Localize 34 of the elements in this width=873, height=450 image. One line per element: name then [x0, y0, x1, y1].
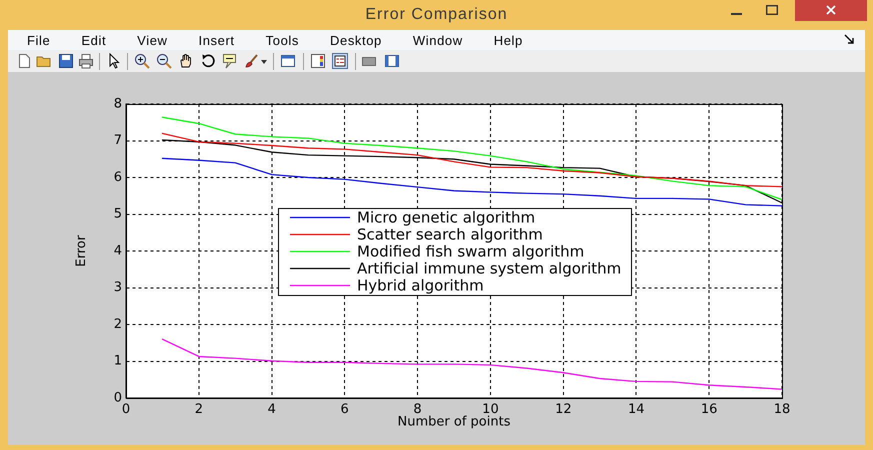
- x-tick-label: 18: [774, 402, 790, 418]
- y-tick-label: 7: [114, 133, 122, 148]
- x-tick-label: 4: [268, 402, 276, 418]
- legend-label: Modified fish swarm algorithm: [357, 242, 584, 260]
- y-axis-title: Error: [74, 234, 90, 267]
- y-tick-label: 2: [114, 316, 122, 332]
- x-tick-label: 12: [555, 402, 572, 418]
- text: File: [27, 32, 50, 48]
- x-tick-label: 10: [482, 402, 499, 418]
- y-tick-label: 5: [114, 206, 122, 222]
- text: Window: [412, 32, 463, 48]
- y-tick-label: 4: [114, 243, 122, 258]
- text: Tools: [266, 32, 299, 48]
- y-tick-label: 3: [114, 280, 122, 296]
- x-tick-label: 8: [413, 402, 422, 418]
- legend-label: Micro genetic algorithm: [357, 208, 536, 226]
- text: Edit: [81, 32, 106, 48]
- x-tick-label: 16: [700, 402, 718, 418]
- y-tick-label: 1: [114, 354, 122, 369]
- legend-label: Scatter search algorithm: [357, 225, 543, 244]
- x-axis-title: Number of points: [398, 414, 511, 430]
- chart-title: Error Comparison: [365, 6, 508, 24]
- y-tick-label: 6: [114, 170, 122, 185]
- text: Desktop: [330, 32, 382, 48]
- text: Insert: [198, 32, 235, 48]
- text: Help: [494, 32, 523, 48]
- y-tick-label: 0: [114, 390, 122, 406]
- legend-label: Artificial immune system algorithm: [357, 259, 622, 278]
- x-tick-label: 6: [340, 402, 349, 418]
- y-tick-label: 8: [114, 96, 122, 112]
- x-tick-label: 14: [628, 402, 644, 418]
- legend-label: Hybrid algorithm: [357, 276, 484, 294]
- text: View: [137, 32, 168, 48]
- x-tick-label: 2: [194, 402, 204, 418]
